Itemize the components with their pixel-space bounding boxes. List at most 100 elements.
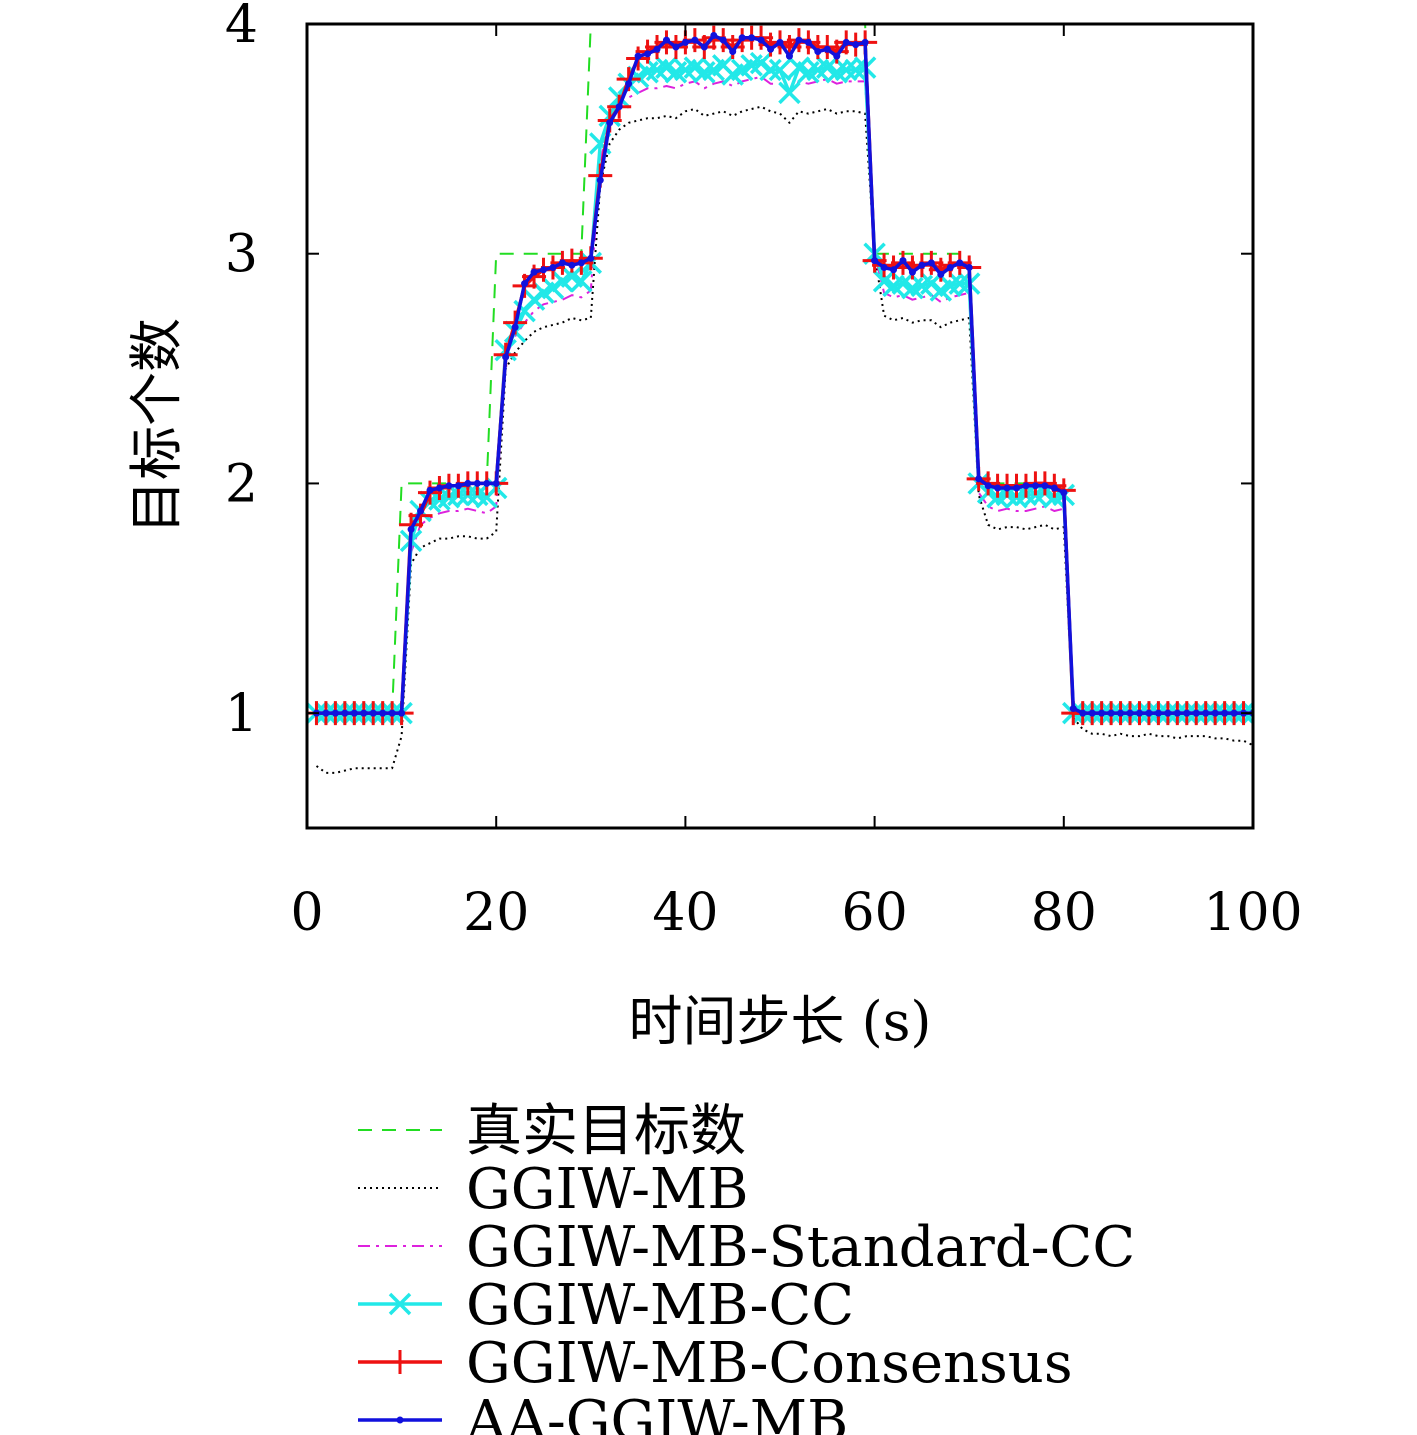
x-tick-label: 20 — [463, 883, 529, 943]
data-point — [1098, 709, 1106, 717]
data-point — [965, 263, 973, 271]
data-point — [899, 257, 907, 265]
series-line — [315, 105, 1253, 774]
data-point — [804, 38, 812, 46]
series-layer — [307, 24, 1253, 774]
data-point — [833, 52, 841, 60]
data-point — [918, 261, 926, 269]
series-line — [316, 24, 1253, 715]
data-point — [834, 58, 858, 82]
data-point — [1013, 484, 1020, 492]
data-point — [417, 507, 425, 515]
data-point — [823, 45, 831, 53]
y-axis-title: 目标个数 — [125, 318, 188, 534]
data-point — [331, 709, 339, 717]
x-tick-label: 80 — [1031, 883, 1097, 943]
data-point — [890, 266, 898, 274]
data-point — [464, 479, 472, 487]
data-point — [994, 484, 1002, 492]
series-line — [316, 36, 1253, 715]
data-point — [568, 261, 576, 269]
data-point — [1069, 705, 1077, 713]
data-point — [454, 482, 462, 490]
data-point — [1173, 709, 1181, 717]
x-tick-label: 60 — [842, 883, 908, 943]
data-point — [435, 484, 443, 492]
data-point — [1022, 482, 1030, 490]
data-point — [587, 254, 595, 262]
data-point — [785, 52, 793, 60]
series-5 — [312, 31, 1253, 717]
data-point — [1154, 709, 1162, 717]
data-point — [748, 34, 756, 42]
data-point — [483, 479, 491, 487]
data-point — [1088, 709, 1096, 717]
data-point — [710, 31, 718, 39]
data-point — [522, 288, 546, 311]
data-point — [984, 482, 992, 490]
data-point — [445, 482, 453, 490]
series-0 — [316, 24, 1253, 715]
series-3 — [307, 51, 1253, 725]
plot-frame — [305, 22, 1255, 830]
data-point — [426, 486, 434, 494]
data-point — [672, 43, 680, 51]
legend-marker — [388, 1350, 412, 1374]
data-point — [350, 709, 358, 717]
series-1 — [315, 105, 1253, 774]
data-point — [369, 709, 377, 717]
data-point — [691, 36, 699, 44]
x-tick-label: 0 — [290, 883, 323, 943]
data-point — [1079, 709, 1087, 717]
data-point — [759, 58, 782, 82]
data-point — [738, 34, 746, 42]
data-point — [596, 176, 604, 184]
legend-entry: GGIW-MB — [358, 1157, 749, 1222]
data-point — [795, 36, 803, 44]
data-point — [719, 36, 727, 44]
data-point — [1192, 709, 1200, 717]
data-point — [700, 43, 708, 51]
data-point — [360, 709, 368, 717]
data-point — [1202, 709, 1210, 717]
data-point — [927, 259, 935, 267]
data-point — [920, 272, 943, 295]
data-point — [407, 525, 415, 533]
data-point — [662, 36, 670, 44]
data-point — [530, 268, 538, 276]
series-line — [316, 75, 1253, 719]
data-point — [768, 58, 792, 82]
data-point — [975, 475, 983, 483]
x-axis-title: 时间步长 (s) — [628, 990, 931, 1053]
legend-entry: GGIW-MB-Consensus — [358, 1331, 1073, 1396]
data-point — [1031, 482, 1039, 490]
data-point — [861, 38, 869, 46]
legend-entry: 真实目标数 — [358, 1099, 746, 1164]
legend-label: GGIW-MB-Consensus — [466, 1331, 1073, 1396]
data-point — [880, 263, 888, 271]
data-point — [948, 272, 971, 295]
data-point — [492, 479, 500, 487]
data-point — [871, 257, 879, 265]
data-point — [379, 709, 387, 717]
data-point — [1230, 709, 1238, 717]
data-point — [502, 353, 510, 361]
data-point — [1126, 709, 1134, 717]
data-point — [946, 263, 954, 271]
data-point — [1041, 482, 1049, 490]
series-2 — [316, 75, 1253, 719]
data-point — [615, 103, 623, 111]
legend-label: AA-GGIW-MB — [465, 1389, 848, 1435]
data-point — [558, 259, 566, 267]
legend-entry: GGIW-MB-CC — [358, 1273, 854, 1338]
data-point — [1164, 709, 1172, 717]
legend-entry: GGIW-MB-Standard-CC — [358, 1215, 1135, 1280]
legend-marker — [388, 1292, 412, 1316]
y-tick-label: 2 — [225, 454, 258, 514]
data-point — [644, 50, 652, 58]
data-point — [541, 276, 565, 300]
legend-entry: AA-GGIW-MB — [358, 1389, 848, 1435]
data-point — [749, 51, 773, 75]
data-point — [398, 709, 406, 717]
